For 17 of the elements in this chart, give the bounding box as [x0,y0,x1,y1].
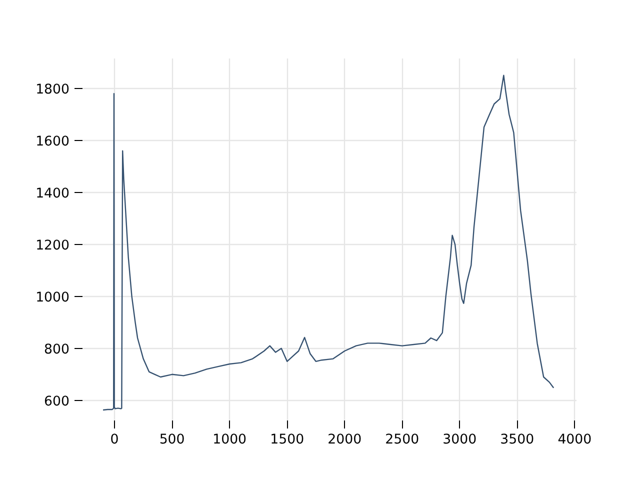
x-tick-label: 2500 [385,432,420,448]
line-series [102,74,554,411]
y-tick-label: 1200 [36,238,70,254]
x-tick-label: 2000 [328,432,362,448]
y-tick-label: 1400 [36,186,70,202]
x-tick-label: 1500 [270,432,304,448]
x-tick-label: 3000 [442,432,477,448]
x-tick-label: 4000 [558,432,592,448]
x-tick-label: 500 [159,432,185,448]
y-tick-label: 1600 [36,134,70,150]
y-tick-label: 1000 [36,290,70,306]
x-tick-label: 3500 [500,432,534,448]
y-tick-label: 1800 [36,82,70,98]
x-tick-label: 0 [110,432,119,448]
y-tick-label: 800 [44,342,70,358]
y-tick-label: 600 [44,394,70,410]
x-tick-label: 1000 [212,432,247,448]
